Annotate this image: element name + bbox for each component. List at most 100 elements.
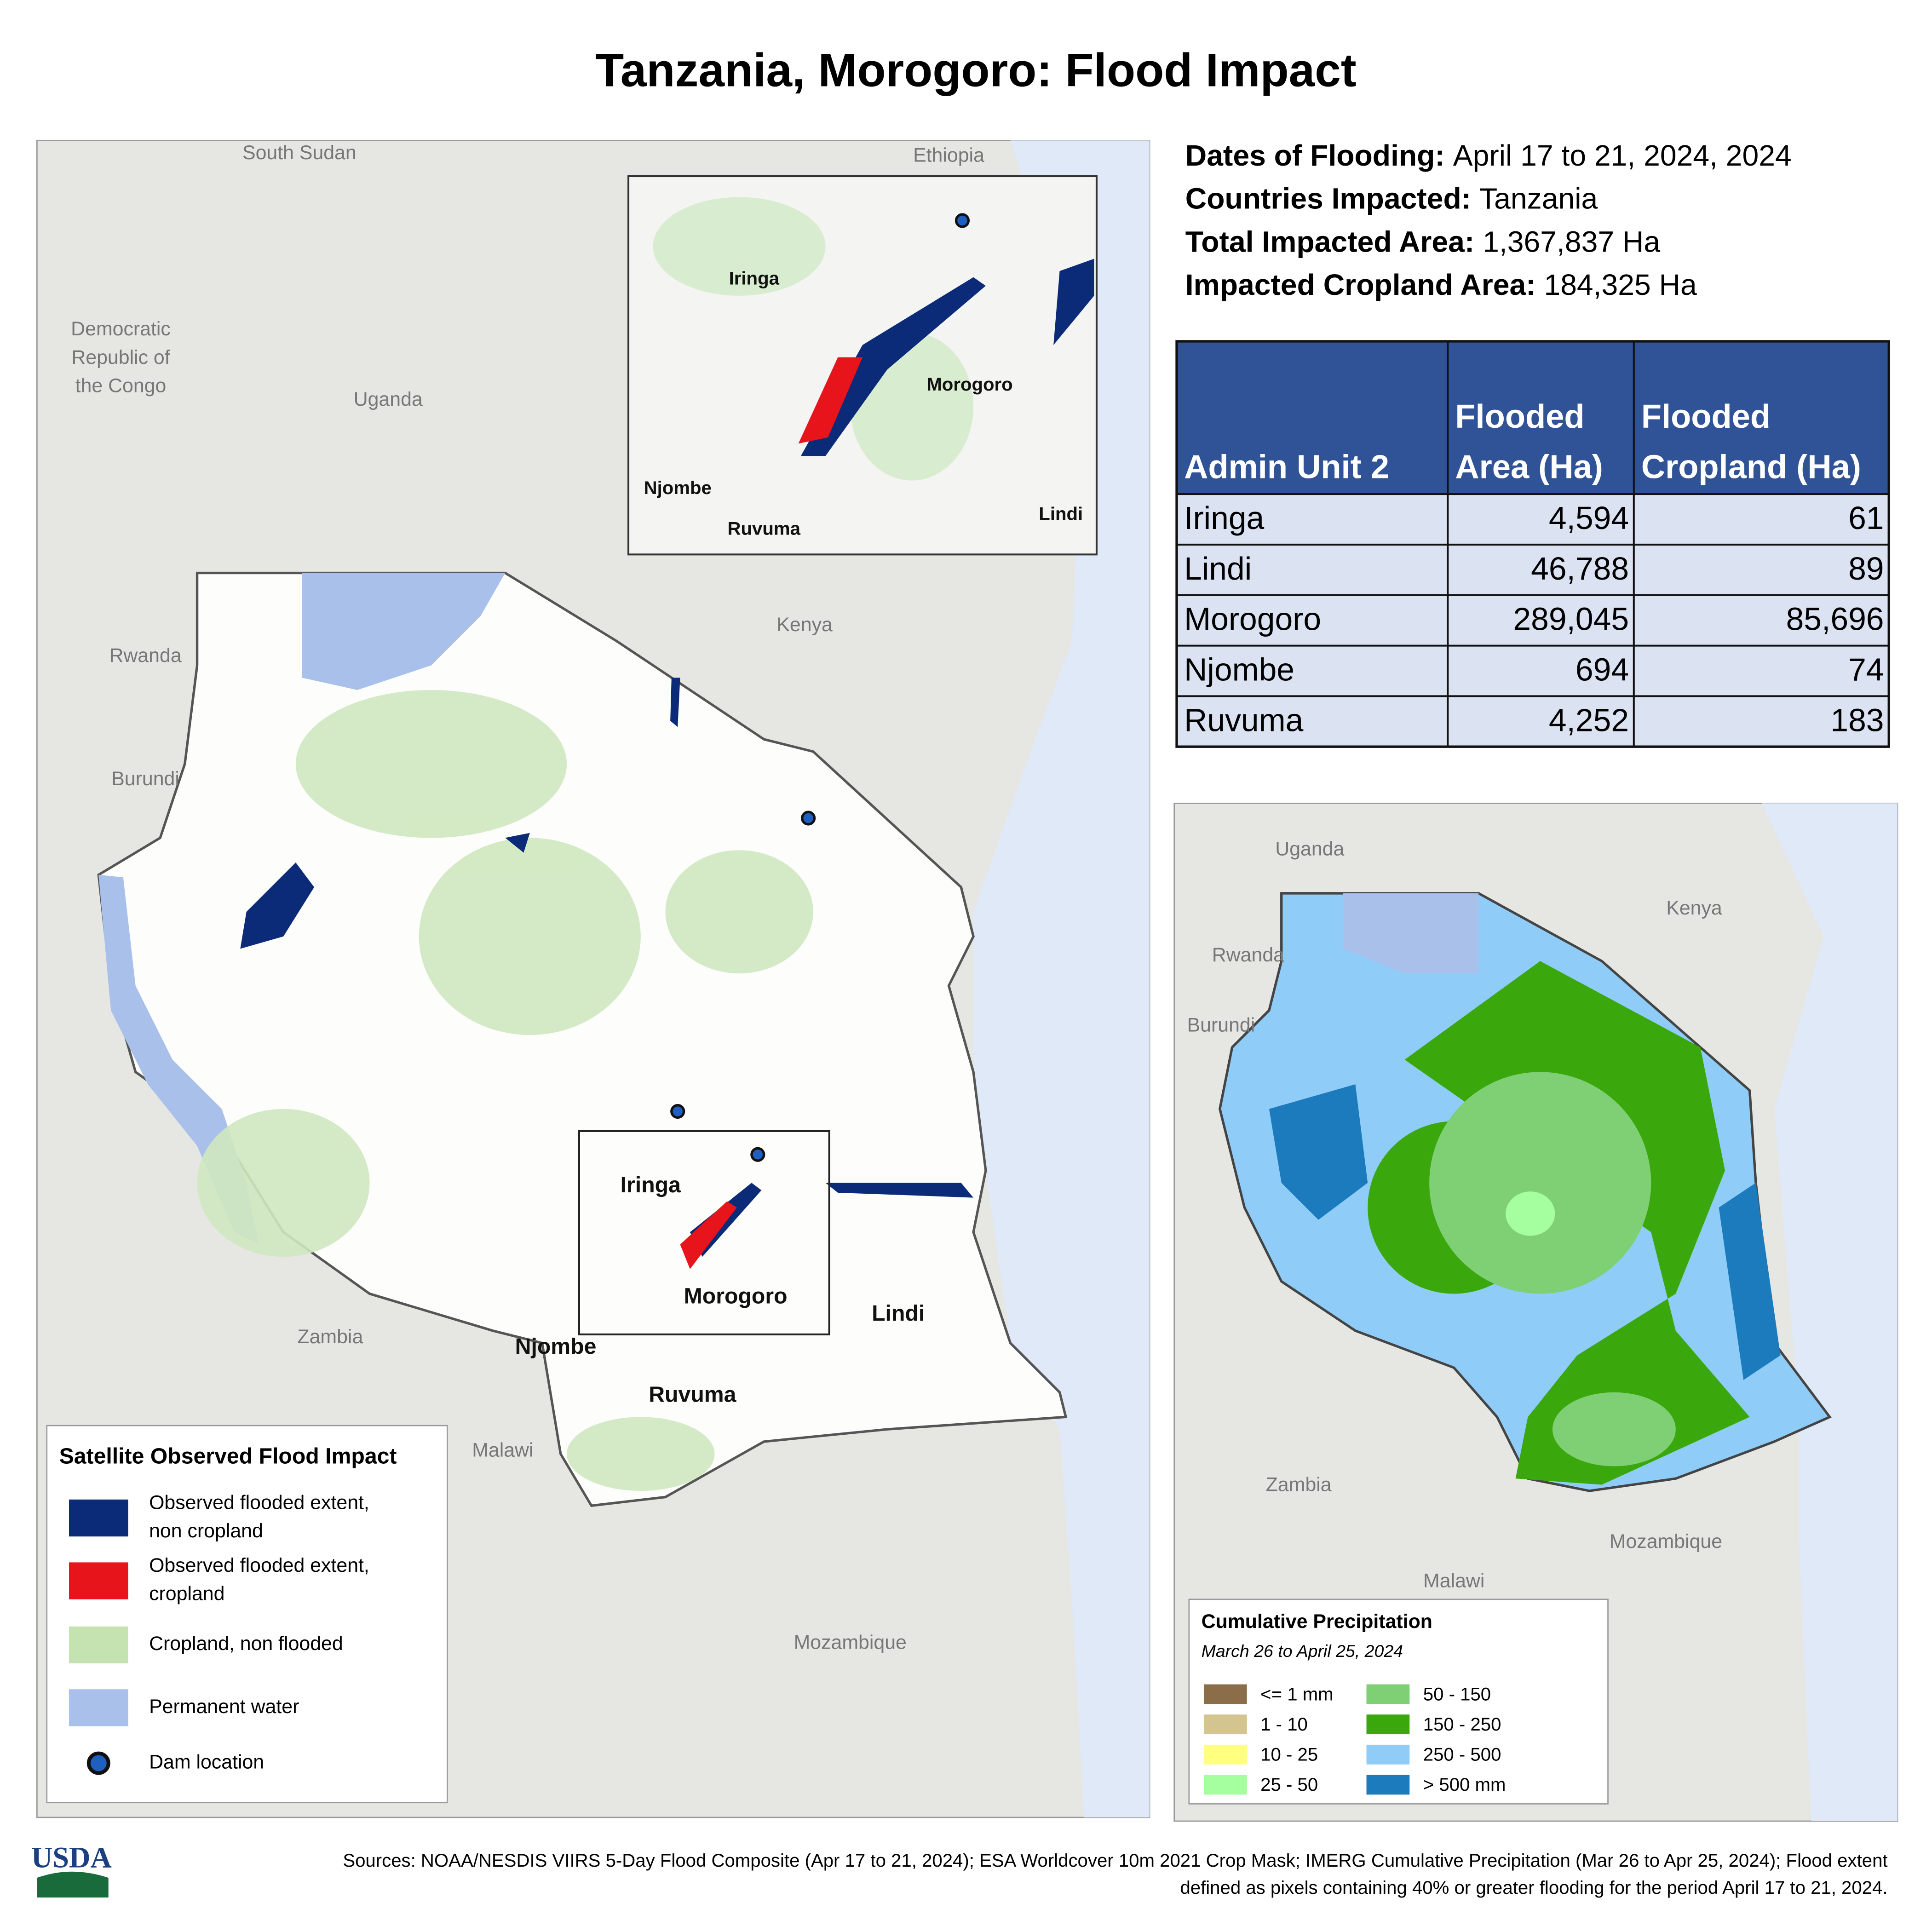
region-label: Ruvuma: [649, 1382, 736, 1407]
flood-crop: [680, 1201, 737, 1269]
legend-label: Permanent water: [149, 1696, 299, 1718]
summary-line: Impacted Cropland Area: 184,325 Ha: [1185, 268, 1697, 301]
region-label: Lindi: [872, 1301, 925, 1326]
table-header: Admin Unit 2: [1184, 449, 1389, 486]
legend-label: Observed flooded extent,: [149, 1492, 369, 1514]
table-cell: 61: [1848, 500, 1884, 536]
inset-flood-noncrop: [801, 277, 986, 456]
legend-swatch: [69, 1562, 128, 1599]
legend-label: Observed flooded extent,: [149, 1554, 369, 1576]
legend-swatch: [1203, 1775, 1247, 1795]
inset-label: Morogoro: [926, 374, 1012, 395]
legend-label: 1 - 10: [1260, 1714, 1308, 1735]
table-row-bg: [1177, 645, 1889, 696]
country-label: South Sudan: [242, 142, 356, 164]
country-label: Rwanda: [1212, 944, 1284, 966]
legend-label: Cropland, non flooded: [149, 1633, 343, 1655]
dam: [954, 213, 970, 228]
legend-label: Dam location: [149, 1751, 264, 1773]
table-cell: 46,788: [1531, 551, 1629, 586]
country-label: Mozambique: [794, 1632, 907, 1654]
dam: [801, 811, 816, 826]
legend-swatch: [69, 1499, 128, 1537]
ocean: [973, 140, 1150, 1817]
legend-label: 150 - 250: [1423, 1714, 1501, 1735]
country-label: Democratic: [71, 318, 171, 340]
country-label: Malawi: [472, 1439, 533, 1461]
summary-value: April 17 to 21, 2024, 2024: [1453, 139, 1792, 172]
table-cell: 4,594: [1549, 500, 1629, 536]
table-cell: Njombe: [1184, 652, 1294, 688]
table-cell: 89: [1848, 551, 1884, 586]
inset-label: Njombe: [644, 477, 712, 498]
country-label: Ethiopia: [913, 144, 984, 166]
legend-label: <= 1 mm: [1260, 1684, 1333, 1704]
legend-swatch: [1203, 1714, 1247, 1735]
precip-50-150: [1429, 1072, 1676, 1466]
legend-title: Cumulative Precipitation: [1202, 1610, 1432, 1633]
legend-label: > 500 mm: [1423, 1774, 1506, 1795]
main-map: South Sudan Ethiopia Democratic Republic…: [36, 140, 1150, 1818]
dam: [670, 1104, 685, 1119]
legend-swatch: [69, 1689, 128, 1726]
country-label: the Congo: [75, 374, 167, 397]
summary-label: Countries Impacted:: [1185, 182, 1471, 215]
table-row-bg: [1177, 696, 1889, 747]
logo: USDA: [31, 1841, 112, 1874]
summary: Dates of Flooding: April 17 to 21, 2024,…: [1185, 139, 1792, 301]
legend-label: 10 - 25: [1260, 1744, 1318, 1765]
summary-line: Total Impacted Area: 1,367,837 Ha: [1185, 225, 1661, 258]
precip-map: Uganda Kenya Rwanda Burundi Zambia Mozam…: [1173, 803, 1898, 1822]
country-label: Rwanda: [109, 644, 181, 667]
summary-value: Tanzania: [1479, 182, 1598, 215]
table-header: Area (Ha): [1455, 449, 1603, 486]
summary-line: Dates of Flooding: April 17 to 21, 2024,…: [1185, 139, 1792, 172]
lake-victoria: [302, 573, 506, 690]
precip-25-50: [1506, 1191, 1555, 1236]
precip-legend: Cumulative Precipitation March 26 to Apr…: [1188, 1598, 1609, 1805]
legend-title: Satellite Observed Flood Impact: [59, 1443, 397, 1468]
country-label: Uganda: [354, 388, 423, 410]
country-label: Malawi: [1423, 1570, 1484, 1592]
summary-value: 184,325 Ha: [1544, 268, 1697, 301]
summary-label: Impacted Cropland Area:: [1185, 268, 1536, 301]
country-label: Kenya: [1666, 897, 1722, 919]
impact-table: Admin Unit 2 Flooded Area (Ha) Flooded Cropl…: [1175, 340, 1890, 748]
legend-swatch: [1203, 1744, 1247, 1765]
table-header: Cropland (Ha): [1641, 449, 1861, 486]
summary-label: Dates of Flooding:: [1185, 139, 1445, 172]
country-label: Uganda: [1275, 838, 1344, 860]
table-cell: Lindi: [1184, 551, 1252, 586]
legend-box: [46, 1425, 448, 1804]
country-label: Republic of: [71, 346, 170, 368]
inset-extent: [578, 1130, 830, 1335]
legend-label: cropland: [149, 1583, 224, 1605]
ocean: [1762, 803, 1898, 1821]
legend-label: non cropland: [149, 1520, 263, 1542]
table-cell: Morogoro: [1184, 601, 1321, 637]
table-cell: 289,045: [1513, 601, 1629, 637]
legend-swatch: [69, 1626, 128, 1664]
table-header: Flooded: [1641, 398, 1771, 435]
summary-label: Total Impacted Area:: [1185, 225, 1475, 258]
table-cell: Ruvuma: [1184, 702, 1304, 738]
legend-swatch: [1366, 1744, 1410, 1765]
inset-label: Ruvuma: [727, 518, 800, 539]
legend-label: 25 - 50: [1260, 1774, 1318, 1795]
inset-flood-noncrop: [1053, 259, 1094, 345]
title: Tanzania, Morogoro: Flood Impact: [595, 44, 1357, 97]
precip-500: [1269, 1084, 1781, 1380]
legend-subtitle: March 26 to April 25, 2024: [1202, 1641, 1403, 1661]
cropland: [197, 690, 813, 1491]
region-label: Njombe: [515, 1334, 597, 1359]
table-row-bg: [1177, 494, 1889, 545]
logo-mark: [37, 1871, 109, 1898]
table-cell: 694: [1576, 652, 1629, 688]
region-label: Iringa: [621, 1173, 681, 1197]
country-label: Kenya: [776, 614, 833, 636]
legend-label: 250 - 500: [1423, 1744, 1501, 1765]
legend-label: 50 - 150: [1423, 1684, 1491, 1704]
sources: defined as pixels containing 40% or grea…: [1180, 1877, 1887, 1898]
